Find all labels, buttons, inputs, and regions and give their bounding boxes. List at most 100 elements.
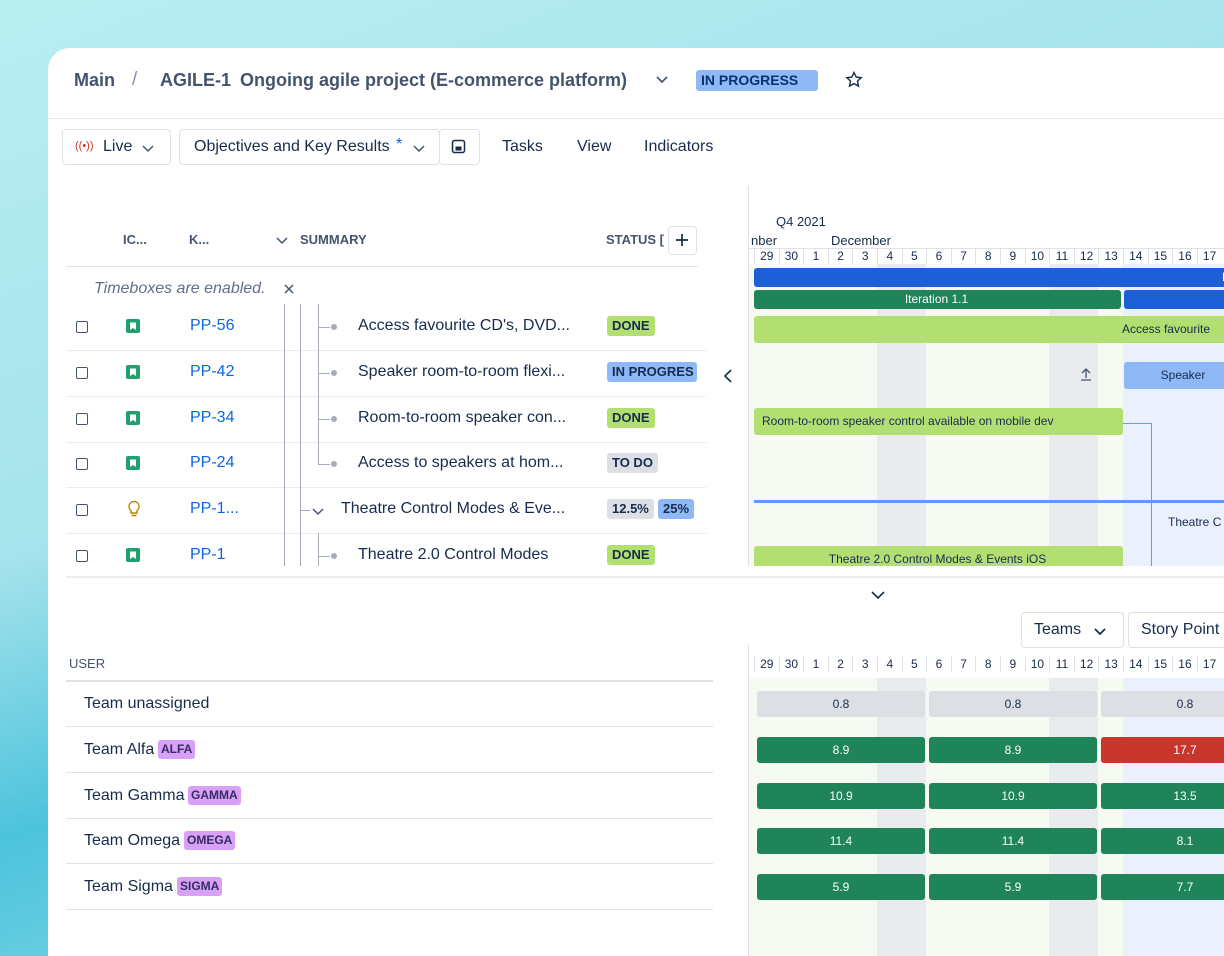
project-status[interactable]: IN PROGRESS xyxy=(696,70,819,91)
column-header[interactable]: K... xyxy=(189,232,210,247)
table-header-line xyxy=(66,266,698,267)
row-summary[interactable]: Theatre 2.0 Control Modes xyxy=(358,546,549,563)
day-cell: 4 xyxy=(877,248,902,264)
row-checkbox[interactable] xyxy=(76,366,88,379)
team-name[interactable]: Team Sigma xyxy=(84,878,173,896)
team-name[interactable]: Team Gamma xyxy=(84,786,185,804)
row-checkbox[interactable] xyxy=(76,321,88,333)
gantt-bar[interactable]: Theatre C xyxy=(754,500,1224,538)
day-cell: 16 xyxy=(1172,656,1197,672)
story-icon xyxy=(126,410,140,425)
live-chevron xyxy=(141,142,155,154)
star-icon[interactable] xyxy=(845,71,863,89)
table-row: PP-42 Speaker room-to-room flexi... IN PRO… xyxy=(66,349,706,397)
row-summary[interactable]: Access to speakers at hom... xyxy=(358,454,564,472)
capacity-cell[interactable]: 11.4 xyxy=(929,828,1097,855)
team-row xyxy=(66,682,713,727)
column-header[interactable]: STATUS [ xyxy=(606,232,665,247)
issue-key[interactable]: PP-1... xyxy=(190,500,239,518)
gantt-bar[interactable]: Speaker xyxy=(1124,362,1224,389)
row-checkbox[interactable] xyxy=(76,412,88,425)
capacity-cell[interactable]: 11.4 xyxy=(757,828,925,855)
capacity-cell[interactable]: 5.9 xyxy=(929,874,1097,901)
toolbar-tab[interactable]: Indicators xyxy=(644,138,714,155)
toolbar-tab[interactable]: Tasks xyxy=(502,138,543,155)
project-title: Ongoing agile project (E-commerce platfo… xyxy=(240,70,628,90)
capacity-cell[interactable]: 0.8 xyxy=(1101,691,1224,717)
issue-key[interactable]: PP-56 xyxy=(190,317,235,334)
day-cell: 1 xyxy=(803,656,828,672)
month-label: December xyxy=(831,233,891,248)
gantt-bar[interactable]: P xyxy=(754,268,1224,287)
row-checkbox[interactable] xyxy=(76,504,88,517)
gantt-bar[interactable]: Access favourite xyxy=(754,316,1224,343)
capacity-cell[interactable]: 13.5 xyxy=(1101,782,1224,809)
gantt-bar[interactable]: Iteration 1.1 xyxy=(754,290,1121,309)
capacity-cell[interactable]: 5.9 xyxy=(757,874,925,901)
row-checkbox[interactable] xyxy=(76,458,88,471)
story-icon xyxy=(126,548,140,562)
breadcrumb-root[interactable]: Main xyxy=(74,70,116,90)
toolbar-tab[interactable]: View xyxy=(577,138,612,155)
day-cell: 2 xyxy=(827,656,853,672)
row-checkbox[interactable] xyxy=(76,550,88,562)
row-summary[interactable]: Room-to-room speaker con... xyxy=(358,408,567,426)
save-icon xyxy=(451,139,466,154)
tree-branch xyxy=(318,372,330,374)
live-icon: ((•)) xyxy=(75,140,94,152)
row-summary[interactable]: Speaker room-to-room flexi... xyxy=(358,362,566,380)
row-summary[interactable]: Access favourite CD's, DVD... xyxy=(358,317,570,334)
day-cell: 13 xyxy=(1098,656,1123,672)
gantt-bar[interactable]: Room-to-room speaker control available o… xyxy=(754,408,1123,435)
day-cell: 6 xyxy=(926,248,951,264)
title-chevron[interactable] xyxy=(655,75,669,85)
tree-line xyxy=(300,441,301,488)
row-summary[interactable]: Theatre Control Modes & Eve... xyxy=(341,500,566,518)
day-cell: 17 xyxy=(1196,248,1222,264)
tree-branch xyxy=(318,327,330,328)
gantt-bar[interactable]: Theatre 2.0 Control Modes & Events iOS xyxy=(754,546,1123,566)
summary-sort xyxy=(275,234,289,246)
gantt: Q4 2021 nber December 29 30 1 2 3 4 5 6 7 8 9 10 11 12 13… xyxy=(749,186,1224,566)
issue-key[interactable]: PP-24 xyxy=(190,454,235,472)
notice-close[interactable] xyxy=(283,283,295,295)
panel-divider xyxy=(66,576,1224,578)
capacity-cell[interactable]: 10.9 xyxy=(757,782,925,809)
issue-key[interactable]: PP-42 xyxy=(190,362,235,380)
day-cell: 3 xyxy=(852,248,877,264)
team-name[interactable]: Team unassigned xyxy=(84,695,210,712)
capacity-cell[interactable]: 10.9 xyxy=(929,782,1097,809)
team-row xyxy=(66,728,713,773)
collapse-left[interactable] xyxy=(721,367,735,385)
tree-line xyxy=(284,533,285,566)
day-row-line xyxy=(749,248,1224,249)
team-name[interactable]: Team Alfa xyxy=(84,740,155,758)
column-header[interactable]: SUMMARY xyxy=(300,232,367,247)
team-name[interactable]: Team Omega xyxy=(84,832,181,850)
column-header[interactable]: IC... xyxy=(123,232,147,247)
idea-icon xyxy=(127,500,141,518)
day-cell: 7 xyxy=(950,656,976,672)
issue-key[interactable]: PP-34 xyxy=(190,408,235,426)
capacity-cell[interactable]: 8.9 xyxy=(929,736,1097,763)
capacity-cell[interactable]: 7.7 xyxy=(1101,874,1224,901)
day-cell: 7 xyxy=(950,248,976,264)
gantt-bar[interactable] xyxy=(1124,290,1224,309)
breadcrumb-separator: / xyxy=(132,69,138,90)
tree-branch xyxy=(318,556,330,557)
capacity-select[interactable] xyxy=(1128,612,1224,648)
capacity-select-label: Teams xyxy=(1034,621,1082,638)
expand-chevron xyxy=(311,505,325,517)
month-label: nber xyxy=(751,233,778,248)
capacity-cell[interactable]: 17.7 xyxy=(1101,736,1224,763)
capacity-cell[interactable]: 8.9 xyxy=(757,736,925,763)
capacity-cell[interactable]: 0.8 xyxy=(929,691,1097,717)
expand-down[interactable] xyxy=(870,589,886,601)
status-lozenge: DONE xyxy=(607,316,655,336)
issue-key[interactable]: PP-1 xyxy=(190,546,226,563)
capacity-cell[interactable]: 0.8 xyxy=(757,691,925,717)
capacity-select[interactable] xyxy=(1021,612,1124,648)
capacity-cell[interactable]: 8.1 xyxy=(1101,828,1224,855)
day-cell: 15 xyxy=(1147,248,1173,264)
view-select[interactable] xyxy=(179,129,440,165)
